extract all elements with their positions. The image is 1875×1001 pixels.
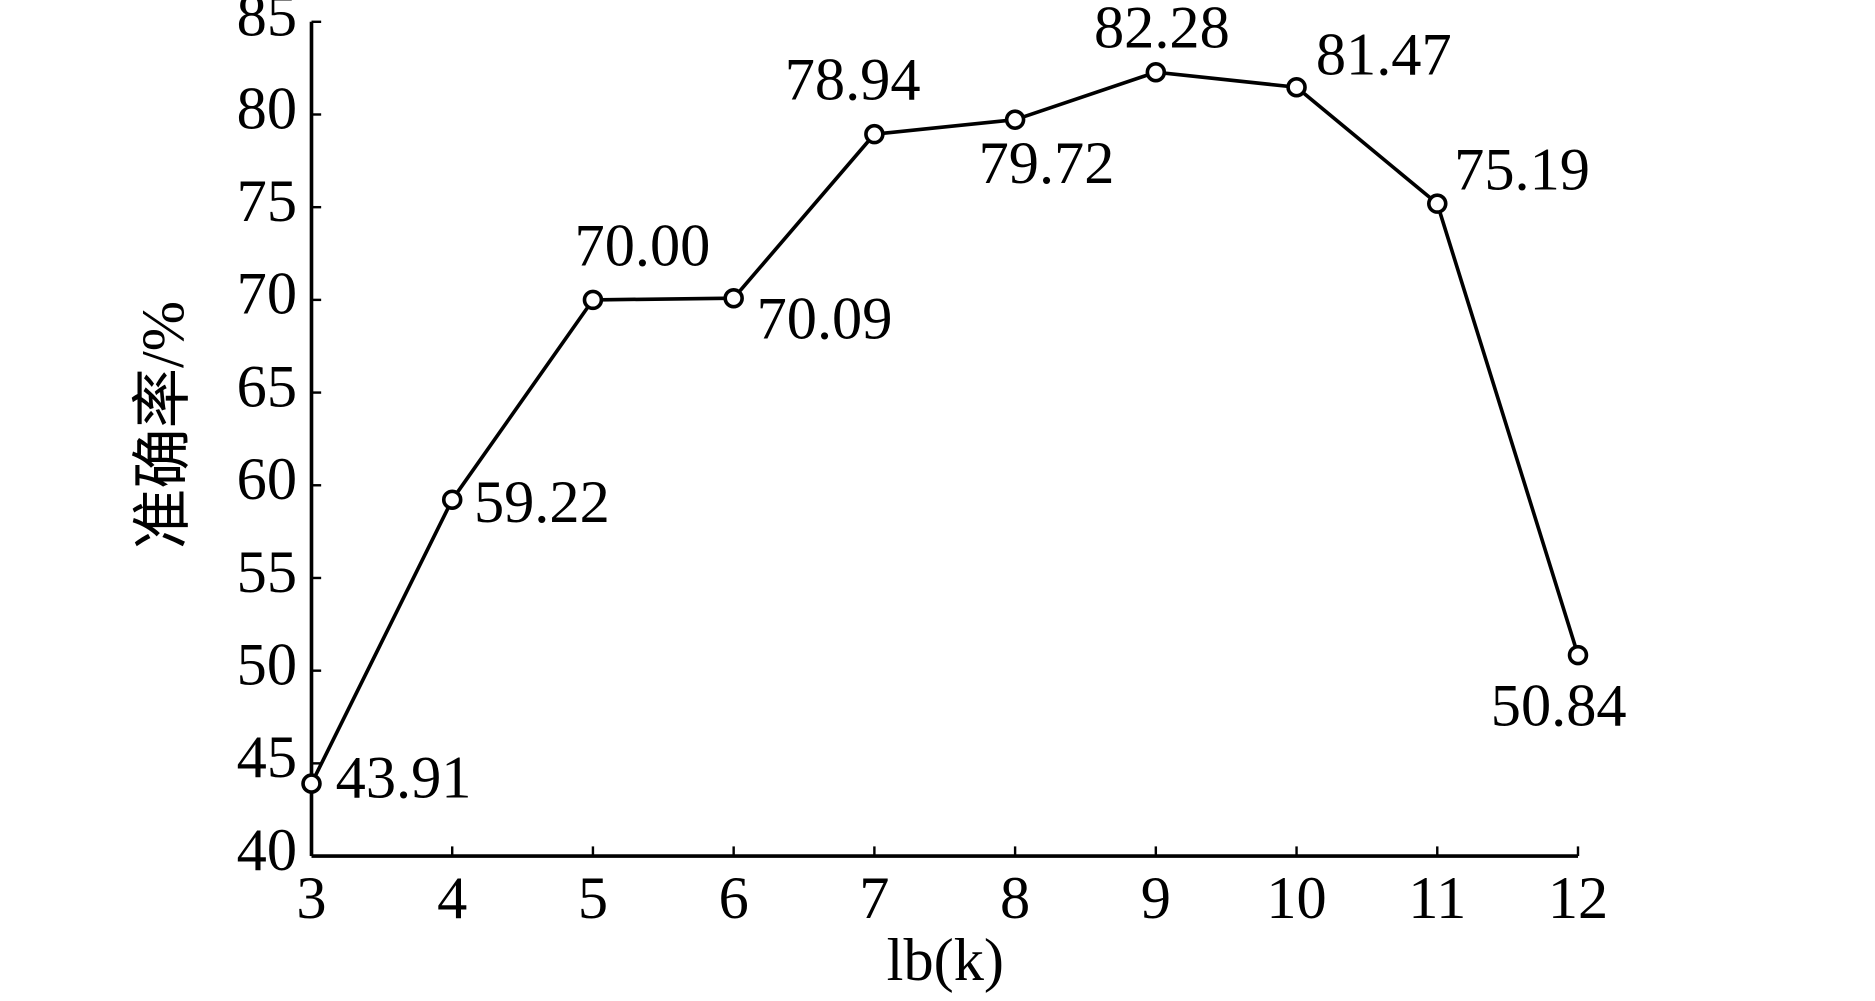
y-tick-label: 65 <box>237 353 297 420</box>
x-tick-label: 11 <box>1408 865 1466 932</box>
y-tick-label: 80 <box>237 75 297 142</box>
y-tick-label: 70 <box>237 261 297 328</box>
data-label: 50.84 <box>1491 673 1627 740</box>
data-label: 82.28 <box>1094 0 1230 61</box>
data-point <box>582 289 604 311</box>
data-point <box>1286 76 1307 98</box>
x-tick-label: 6 <box>719 865 749 932</box>
data-label: 75.19 <box>1454 137 1590 204</box>
data-point <box>1567 644 1589 666</box>
x-tick-label: 3 <box>296 865 326 932</box>
data-line <box>309 70 1580 785</box>
data-point <box>723 287 744 309</box>
x-tick-label: 5 <box>578 865 608 932</box>
x-tick-label: 9 <box>1141 865 1171 932</box>
y-axis-label: 准确率/% <box>130 301 197 549</box>
data-point <box>301 773 322 794</box>
y-tick-label: 50 <box>237 632 297 699</box>
data-label: 81.47 <box>1316 22 1452 89</box>
x-tick-label: 4 <box>437 865 467 932</box>
data-point <box>441 489 463 510</box>
data-label: 43.91 <box>336 744 472 811</box>
x-tick-label: 12 <box>1548 865 1608 932</box>
data-label: 78.94 <box>785 47 921 114</box>
y-tick-label: 40 <box>237 817 297 884</box>
data-point <box>1004 109 1026 130</box>
data-point <box>1145 61 1167 83</box>
y-tick-label: 55 <box>237 539 297 606</box>
data-label: 79.72 <box>979 130 1115 197</box>
data-point <box>864 123 885 145</box>
data-label: 70.00 <box>575 212 711 279</box>
x-tick-label: 7 <box>859 865 889 932</box>
x-tick-label: 10 <box>1266 865 1326 932</box>
y-tick-label: 85 <box>237 0 297 50</box>
x-axis-label: lb(k) <box>887 927 1004 994</box>
y-tick-label: 45 <box>237 724 297 791</box>
data-label: 70.09 <box>757 286 893 353</box>
data-label: 59.22 <box>474 469 610 536</box>
y-tick-label: 75 <box>237 168 297 235</box>
data-point <box>1427 193 1448 214</box>
y-tick-label: 60 <box>237 446 297 513</box>
x-tick-label: 8 <box>1000 865 1030 932</box>
